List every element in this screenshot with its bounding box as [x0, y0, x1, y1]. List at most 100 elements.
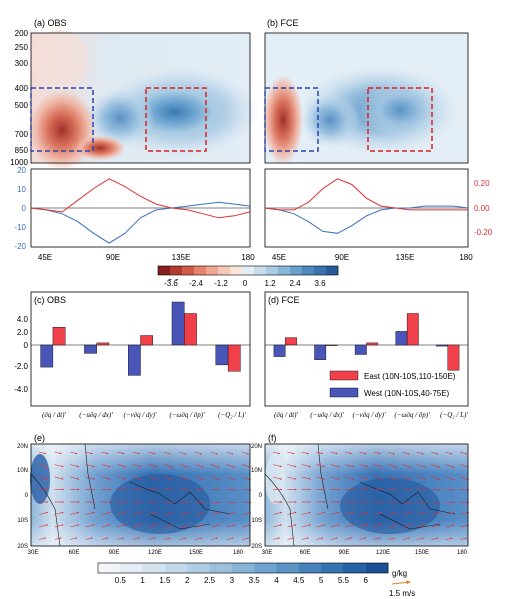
bar-west [215, 344, 229, 366]
y-tick-red: 0.00 [474, 204, 490, 213]
colorbar-swatch [170, 266, 183, 275]
wind-vector-icon [272, 511, 282, 515]
legend-west: West (10N-10S,40-75E) [364, 389, 450, 398]
map-f-lon-axis: 30E 60E 90E 120E 150E 180 [262, 550, 468, 556]
bar-category: (−Q₂ / L)' [218, 411, 246, 419]
wind-vector-icon [101, 464, 111, 468]
wind-vector-icon [38, 537, 47, 540]
lon-tick: 45E [272, 253, 286, 262]
wind-vector-icon [402, 524, 412, 528]
wind-vector-icon [163, 512, 173, 515]
colorbar-swatch [276, 563, 299, 573]
wind-vector-icon [301, 476, 311, 480]
colorbar-swatch [321, 563, 344, 573]
wind-vector-icon [210, 476, 220, 481]
wind-vector-icon [54, 451, 62, 455]
wind-vector-icon [85, 476, 95, 480]
wind-vector-icon [359, 537, 367, 540]
cb-tick: -3.6 [165, 278, 179, 280]
wind-vector-icon [148, 451, 156, 455]
legend-east: East (10N-10S,110-150E) [364, 372, 456, 381]
legend-west-swatch [329, 387, 359, 398]
y-tick-blue: 10 [17, 185, 26, 194]
wind-vector-icon [226, 476, 236, 481]
wind-vector-icon [226, 451, 234, 455]
wind-vector-icon [179, 524, 189, 528]
wind-vector-icon [373, 451, 381, 455]
colorbar-swatch [343, 563, 366, 573]
lat-tick: 20N [251, 444, 262, 450]
bar-category: (−v∂q / dy)' [352, 411, 386, 419]
cb-tick: -2.4 [189, 279, 203, 288]
lat-tick: 20S [17, 544, 28, 550]
bar-west [354, 344, 367, 355]
wind-vector-icon [54, 511, 64, 515]
vector-reference: 1.5 m/s [389, 580, 415, 598]
colorbar-swatch [278, 266, 291, 275]
wind-vector-icon [373, 511, 383, 515]
wind-vector-icon [373, 464, 383, 468]
bar-category: (−ω∂q / ∂p)' [394, 411, 430, 419]
wind-vector-icon [459, 537, 468, 540]
wind-vector-icon [402, 476, 412, 481]
wind-vector-icon [388, 464, 397, 468]
wind-vector-icon [38, 511, 48, 515]
wind-vector-icon [272, 464, 282, 468]
wind-vector-icon [301, 511, 311, 515]
bar-category: (−ω∂q / ∂p)' [169, 411, 205, 419]
bar-west [40, 344, 54, 368]
p-tick: 500 [15, 101, 29, 110]
panel-b-title: (b) FCE [267, 18, 299, 28]
cb-tick: 3 [230, 576, 235, 585]
bar-chart-c: (c) OBS 4.0 2.0 0 -2.0 -4.0 (∂q / dt)' (… [14, 291, 251, 419]
map-lon-tick: 90E [109, 550, 120, 556]
wind-vector-icon [330, 451, 338, 455]
wind-vector-icon [445, 476, 455, 481]
wind-vector-icon [132, 464, 142, 468]
wind-vector-icon [301, 464, 311, 468]
wind-vector-icon [85, 511, 95, 515]
wind-vector-icon [373, 524, 383, 528]
lat-tick: 10S [17, 518, 28, 524]
map-lon-tick: 90E [339, 550, 350, 556]
p-tick: 300 [15, 59, 29, 68]
map-lon-tick: 60E [300, 550, 311, 556]
wind-vector-icon [241, 451, 249, 455]
wind-vector-icon [416, 476, 426, 481]
lon-tick: 135E [172, 253, 191, 262]
wind-vector-icon [70, 511, 80, 515]
cb-tick: 1 [140, 576, 145, 585]
wind-vector-icon [38, 464, 48, 468]
wind-vector-icon [241, 524, 252, 528]
legend: East (10N-10S,110-150E) West (10N-10S,40… [329, 370, 456, 398]
wind-vector-icon [241, 512, 252, 515]
wind-vector-icon [54, 476, 64, 480]
wind-vector-icon [70, 537, 78, 540]
colorbar-swatch [230, 266, 243, 275]
wind-vector-icon [163, 476, 173, 481]
wind-vector-icon [445, 464, 455, 468]
map-e-lon-axis: 30E 60E 90E 120E 150E 180 [28, 550, 244, 556]
colorbar-swatch [120, 563, 143, 573]
wind-vector-icon [373, 476, 383, 480]
wind-vector-icon [272, 476, 282, 480]
cb-tick: -3.6 [164, 279, 178, 288]
map-e: (e) [30, 434, 252, 547]
wind-vector-icon [344, 476, 354, 480]
wind-vector-icon [132, 451, 140, 455]
lon-tick: 45E [38, 253, 52, 262]
wind-vector-icon [132, 511, 142, 515]
colorbar-swatch [254, 563, 277, 573]
wind-vector-icon [416, 524, 426, 528]
wind-vector-icon [132, 476, 142, 480]
colorbar-swatch [314, 266, 327, 275]
p-tick: 850 [15, 146, 29, 155]
wind-vector-icon [416, 451, 424, 455]
map-lon-tick: 30E [28, 550, 39, 556]
wind-vector-icon [402, 512, 412, 515]
wind-vector-icon [70, 524, 80, 528]
map-e-lat-axis: 20N 10N 0 10S 20S [17, 444, 29, 550]
lon-tick: 90E [106, 253, 120, 262]
legend-east-swatch [329, 370, 359, 381]
wind-vector-icon [85, 524, 95, 528]
